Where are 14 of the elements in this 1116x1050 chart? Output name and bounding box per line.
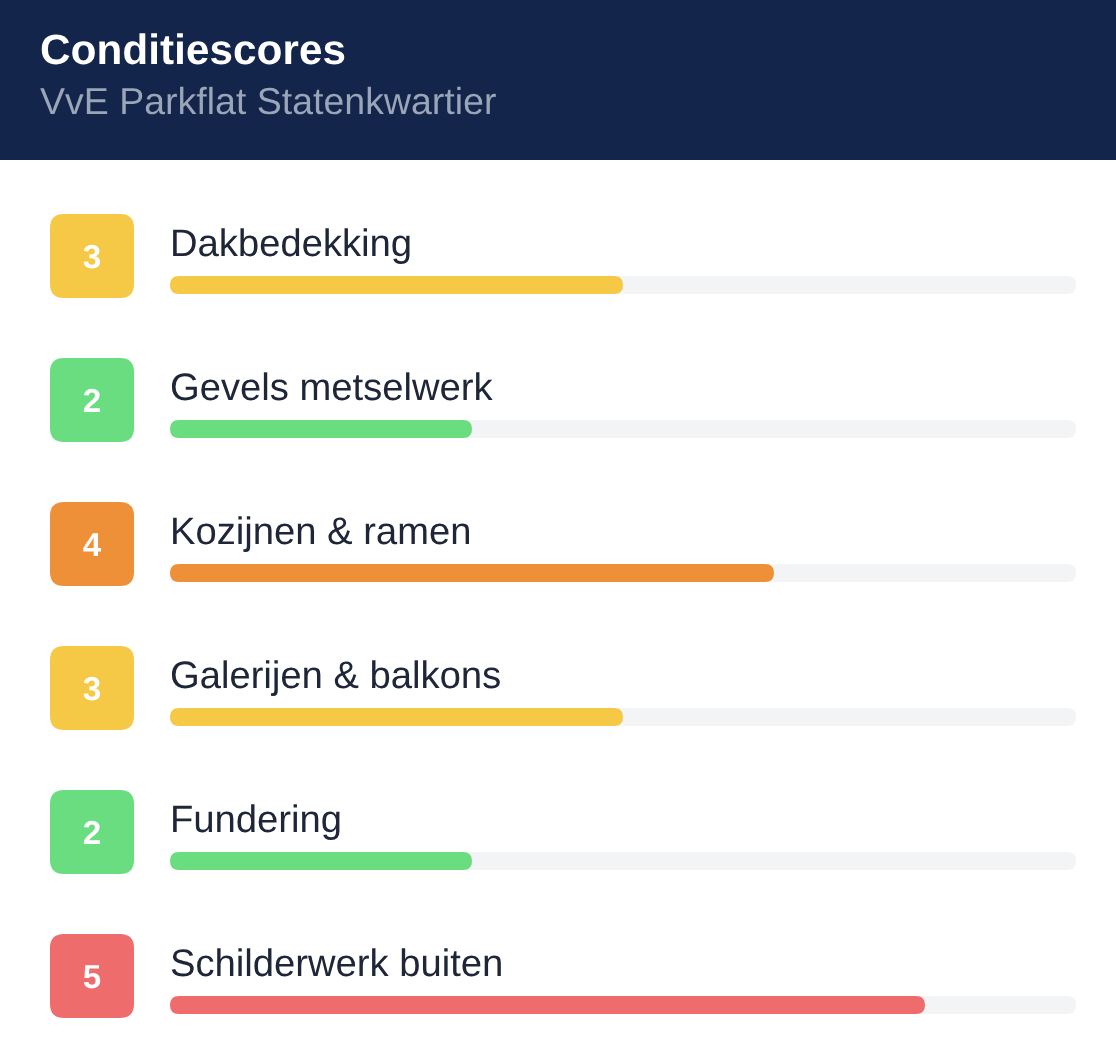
y-tick-label: Galerijen & balkons bbox=[171, 660, 500, 696]
data-label: 3 bbox=[83, 676, 101, 701]
chart-title: Conditiescores bbox=[41, 33, 345, 65]
y-tick-label: Gevels metselwerk bbox=[171, 372, 493, 401]
y-tick-label: Fundering bbox=[173, 804, 340, 840]
data-label: 5 bbox=[83, 965, 101, 989]
data-label: 2 bbox=[83, 388, 100, 413]
data-label: 2 bbox=[83, 820, 100, 845]
y-tick-label: Kozijnen & ramen bbox=[173, 516, 469, 552]
chart-subtitle: VvE Parkflat Statenkwartier bbox=[40, 86, 496, 115]
y-tick-label: Dakbedekking bbox=[173, 228, 410, 264]
y-tick-label: Schilderwerk buiten bbox=[171, 948, 501, 977]
data-label: 3 bbox=[83, 244, 101, 269]
data-label: 4 bbox=[83, 533, 102, 557]
